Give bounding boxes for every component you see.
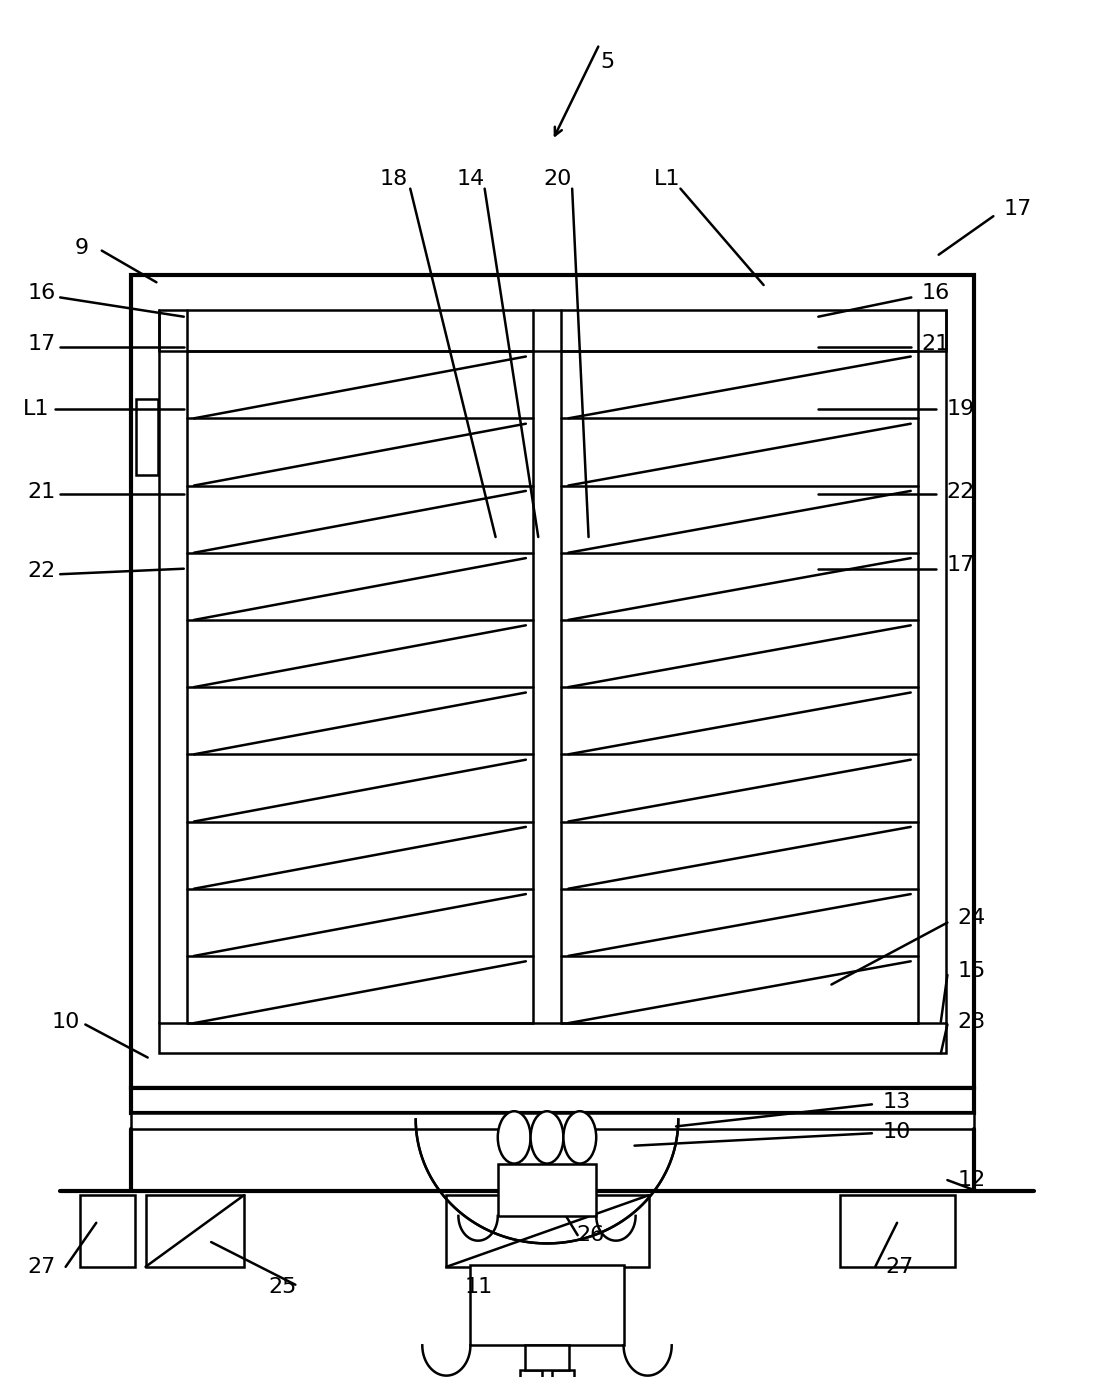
- Bar: [470, 1265, 624, 1345]
- Text: 19: 19: [946, 399, 975, 419]
- Bar: [522, 1177, 572, 1191]
- Text: L1: L1: [654, 169, 680, 189]
- Bar: [840, 1195, 955, 1267]
- Bar: [525, 1345, 569, 1370]
- Text: 22: 22: [27, 562, 56, 581]
- Bar: [498, 1164, 596, 1216]
- Text: 21: 21: [27, 482, 56, 501]
- Bar: [520, 1370, 542, 1377]
- Text: 16: 16: [27, 284, 56, 303]
- Bar: [159, 310, 946, 351]
- Text: 23: 23: [957, 1012, 986, 1031]
- Text: 20: 20: [544, 169, 572, 189]
- Text: 10: 10: [883, 1122, 911, 1142]
- Text: 10: 10: [51, 1012, 80, 1031]
- Text: 22: 22: [946, 482, 975, 501]
- Text: 16: 16: [921, 284, 950, 303]
- Bar: [446, 1195, 649, 1267]
- Text: 15: 15: [957, 961, 986, 980]
- Text: 27: 27: [885, 1257, 913, 1276]
- Bar: [136, 399, 158, 475]
- Bar: [131, 1113, 974, 1129]
- Text: 5: 5: [600, 52, 615, 72]
- Text: 24: 24: [957, 909, 986, 928]
- Text: 12: 12: [957, 1170, 986, 1190]
- Text: 26: 26: [577, 1226, 605, 1245]
- Text: 17: 17: [946, 555, 975, 574]
- Bar: [552, 1370, 574, 1377]
- Ellipse shape: [563, 1111, 596, 1164]
- Text: L1: L1: [23, 399, 49, 419]
- Text: 13: 13: [883, 1092, 911, 1111]
- Bar: [80, 1195, 135, 1267]
- Text: 25: 25: [268, 1278, 296, 1297]
- Bar: [159, 1023, 946, 1053]
- Bar: [146, 1195, 244, 1267]
- Text: 21: 21: [921, 335, 950, 354]
- Text: 14: 14: [456, 169, 485, 189]
- Bar: [131, 275, 974, 1088]
- Text: 9: 9: [75, 238, 89, 257]
- Text: 18: 18: [380, 169, 408, 189]
- Text: 17: 17: [27, 335, 56, 354]
- Text: 17: 17: [1003, 200, 1032, 219]
- Bar: [131, 1088, 974, 1113]
- Text: 11: 11: [465, 1278, 493, 1297]
- Ellipse shape: [498, 1111, 531, 1164]
- Ellipse shape: [531, 1111, 563, 1164]
- Text: 27: 27: [27, 1257, 56, 1276]
